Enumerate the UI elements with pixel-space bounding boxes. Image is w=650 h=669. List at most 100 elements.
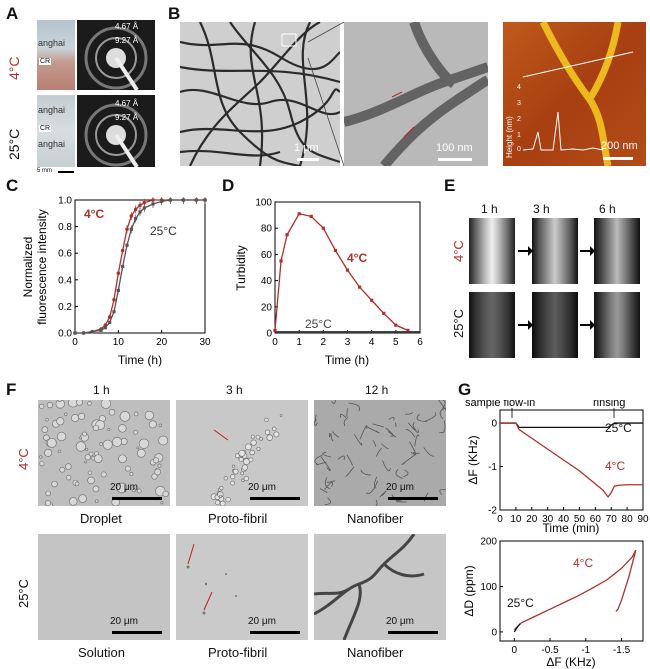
droplet [45,490,51,497]
panel-label-b: B [168,4,181,23]
panel-e-time-3h: 3 h [533,202,550,216]
chart-g-top-y-tick-label: 0 [491,419,497,430]
chart-d-series-0-point [279,259,283,263]
droplet [136,446,140,450]
chart-c-x-tick-label: 10 [113,337,125,348]
droplet [133,411,139,417]
panel-f-caption-nanofiber-25c: Nanofiber [347,645,404,660]
chart-c-series-1-point [99,328,103,332]
panel-f-scale-3: 20 μm [386,482,414,493]
nanofiber-strand [324,477,331,490]
chart-c-ylabel1: Normalized [21,237,35,298]
nanofiber-strand [424,412,437,423]
chart-d-y-tick-label: 40 [261,276,273,287]
protofibril-particle [225,497,231,503]
panel-a-d2-bottom: 9.27 Å [115,113,139,122]
chart-c-series-1-point [168,198,172,202]
nanofiber-strand [416,413,427,422]
droplet [133,430,138,435]
chart-c-series-1-point [116,288,120,293]
protofibril-particle [256,446,261,451]
nanofiber-strand [319,488,328,493]
panel-a-xray-bottom: 4.67 Å 9.27 Å [77,95,155,167]
chart-d-x-tick-label: 1 [296,337,302,348]
droplet [136,488,142,494]
panel-b-afm-tick-4: 4 [517,84,521,91]
chart-g-top-flow: sample flow-in [465,400,535,409]
protofibril-particle [232,468,239,475]
nanofiber-strand [395,469,404,479]
nanofiber-strand [395,422,397,428]
panel-f-scale-bar-4 [112,631,162,634]
panel-a-film-bottom: anghai CR anghai [37,95,75,167]
nanofiber-strand [345,466,355,477]
nanofiber-strand [388,417,395,421]
protofibril-particle [240,471,245,476]
chart-g-top-x-tick-label: 80 [622,514,634,525]
protofibril-particle [273,431,280,438]
chart-g-bot-series-1-line [513,623,521,633]
panel-f-image-protofibril-4c: 20 μm [176,400,308,506]
droplet [99,442,103,446]
nanofiber-strand [324,497,331,505]
arrow-right-icon [580,246,595,256]
chart-c-series-1-point [194,198,198,202]
panel-b-scale2-bar [438,158,472,161]
panel-e-vial-25c-6h [594,292,640,358]
droplet [67,400,78,408]
chart-d-series-0-point [406,328,410,332]
droplet [65,463,72,470]
chart-c-x-tick-label: 0 [72,337,78,348]
chart-c-series-0-point [107,315,112,319]
panel-f-time-3h: 3 h [226,383,243,397]
chart-c-xlabel: Time (h) [118,353,162,367]
protofibril-particle [223,476,228,481]
chart-d-series-0-point [394,323,398,327]
nanofiber-strand [372,440,377,447]
panel-f-caption-solution: Solution [78,645,125,660]
chart-d-series-0-line [274,213,409,331]
droplet [88,451,94,457]
nanofiber-strand [343,417,349,427]
droplet [57,449,62,454]
chart-g-top-x-tick-label: 20 [526,514,538,525]
panel-b-zoom-lines [307,22,345,166]
chart-d-y-tick-label: 60 [261,250,273,261]
panel-e-vial-4c-3h [532,218,578,284]
chart-g-top-xlabel: Time (min) [543,521,600,535]
chart-d-series-0-point [285,233,289,237]
chart-d-x-tick-label: 6 [417,337,423,348]
droplet [45,418,49,422]
droplet [84,454,91,461]
droplet [116,482,128,494]
droplet [162,490,169,498]
chart-c-ylabel2: fluorescence intensity [35,209,49,324]
panel-b-scale1-label: 1 μm [294,142,319,154]
droplet [65,474,72,481]
panel-e-arrows-left [518,246,533,330]
nanofiber-strand [412,421,417,431]
panel-e-time-1h: 1 h [481,202,498,216]
chart-g-top-y-tick-label: -1 [488,462,497,473]
panel-a-film-text-bottom: anghai [38,105,66,115]
chart-g-top-series-1-line [500,422,643,499]
droplet [46,437,57,448]
chart-g-bot-label-4c: 4°C [573,556,593,570]
panel-f-scale-5: 20 μm [248,616,276,627]
droplet [84,460,87,464]
droplet [92,485,100,493]
nanofiber-strand [401,453,417,466]
panel-b-tem-zoom: 100 nm [344,22,488,166]
panel-f-scale-4: 20 μm [110,616,138,627]
droplet [87,476,95,485]
nanofiber-strand [326,480,336,483]
panel-label-c: C [6,176,19,195]
chart-c-series-1-point [129,227,133,231]
droplet [56,417,65,426]
panel-b-zoom-fibrils [344,22,488,166]
chart-d-x-tick-label: 0 [272,337,278,348]
panel-f-scale-6: 20 μm [386,616,414,627]
chart-d-series-0-point [333,248,338,253]
droplet [94,499,99,504]
panel-a-d1-bottom: 4.67 Å [115,99,139,108]
